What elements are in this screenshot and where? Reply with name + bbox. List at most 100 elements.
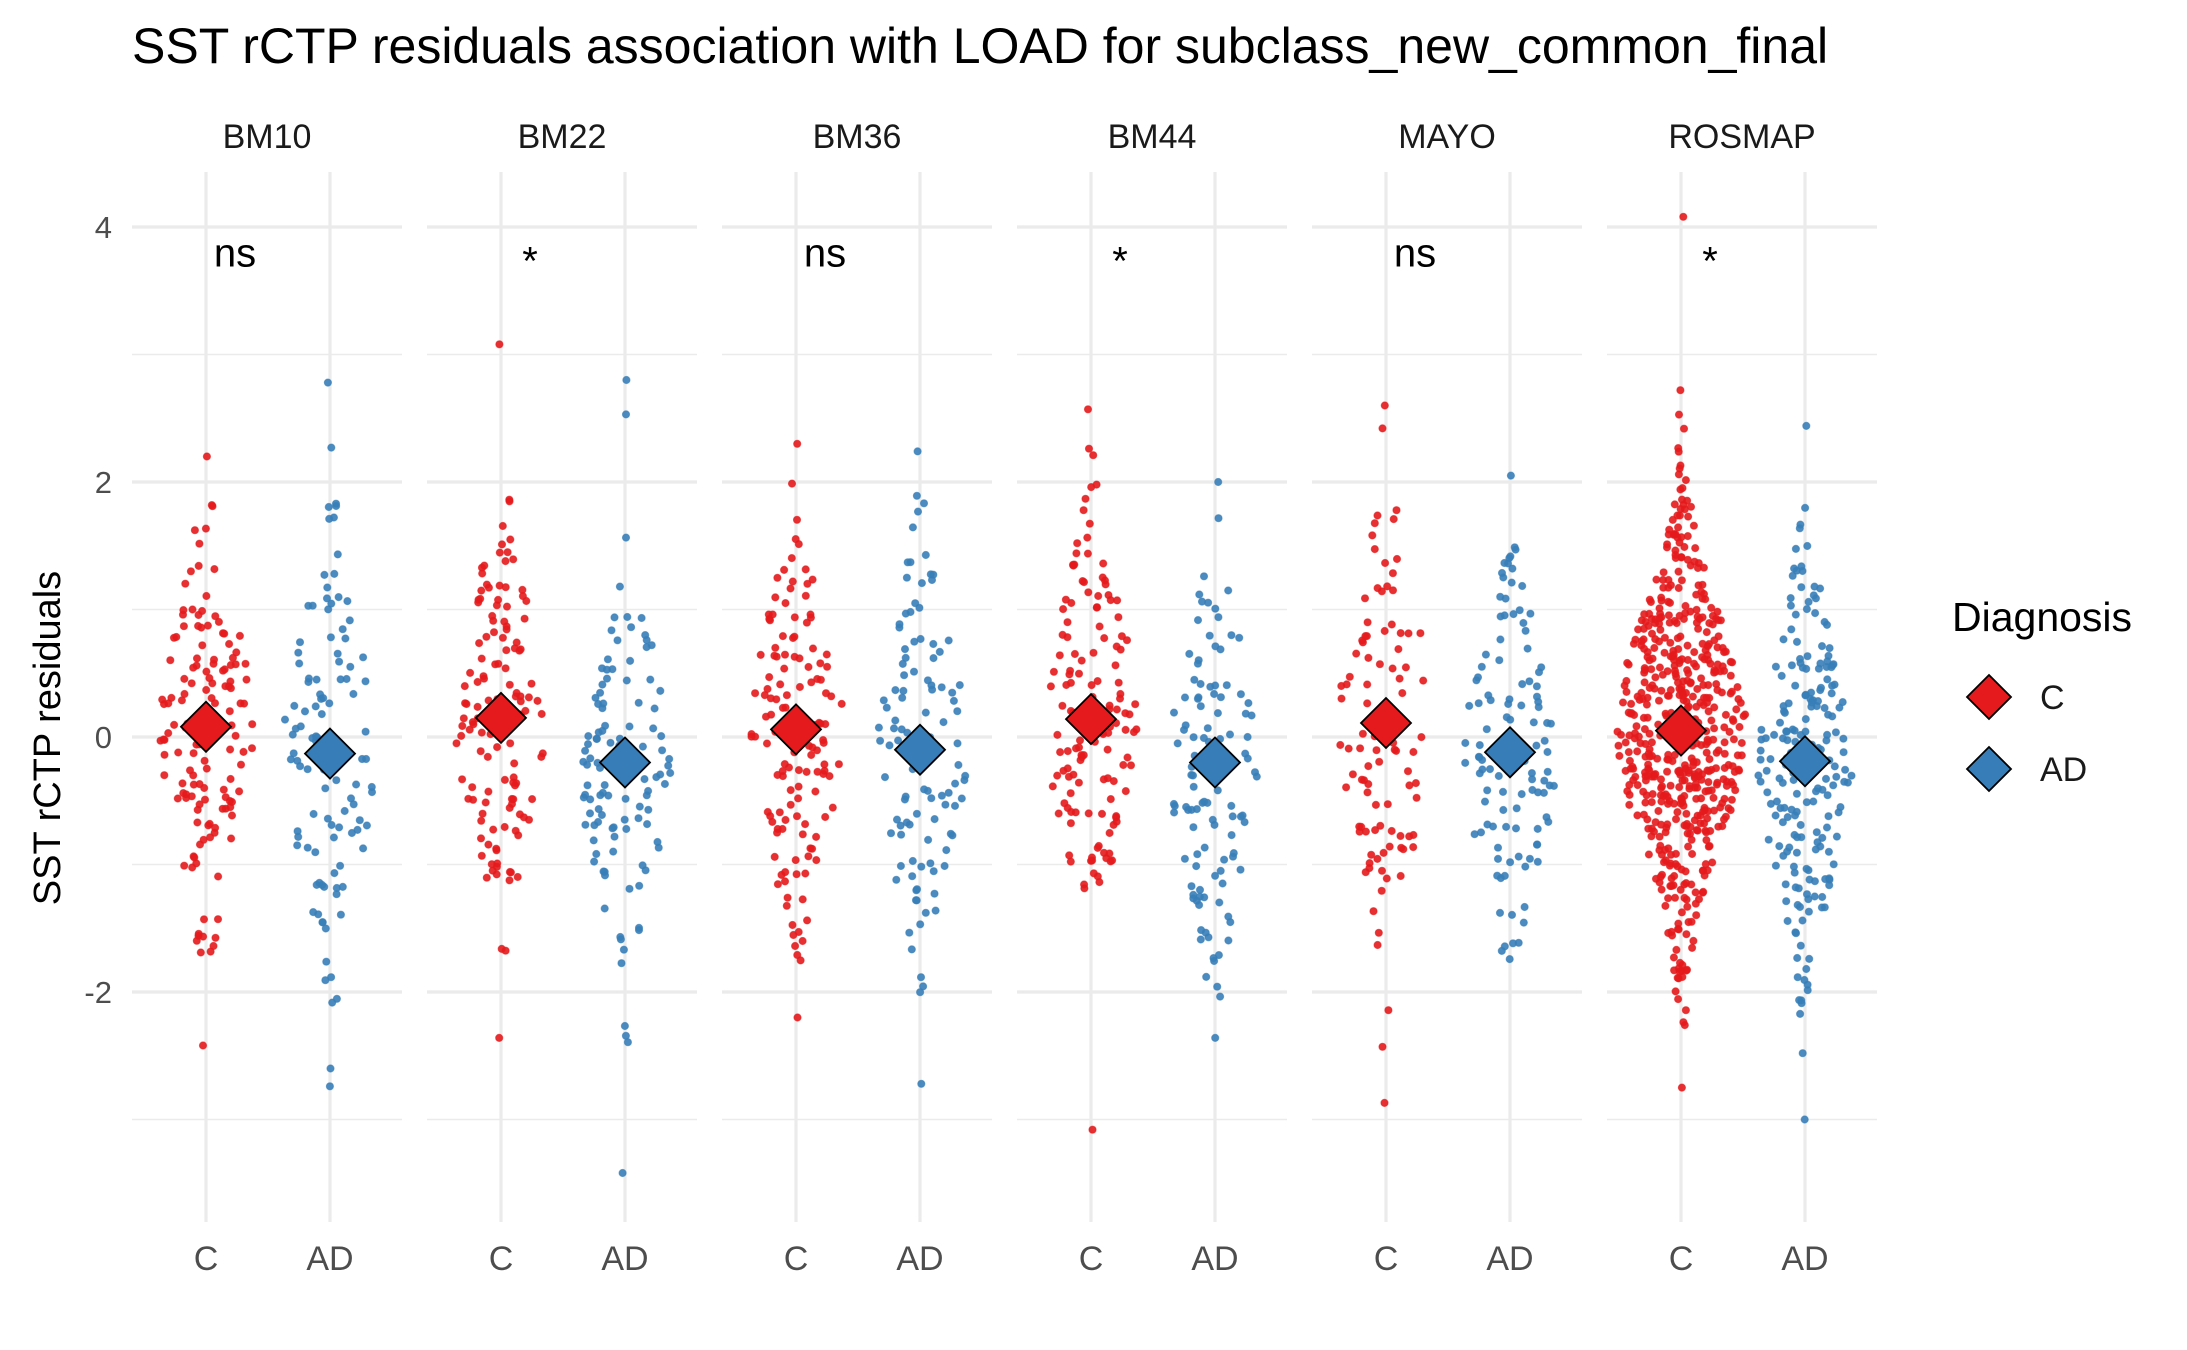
data-point (1543, 747, 1552, 757)
data-point (1779, 635, 1788, 644)
data-point (1640, 725, 1650, 734)
data-point (1077, 752, 1087, 762)
data-point (1626, 764, 1635, 773)
y-tick-label: -2 (84, 975, 112, 1010)
mean-marker-ad (1483, 726, 1537, 779)
data-point (1720, 794, 1729, 804)
data-point (1370, 545, 1379, 554)
data-point (1840, 777, 1849, 786)
data-point (309, 908, 318, 917)
data-point (955, 681, 964, 690)
data-point (1363, 788, 1372, 797)
data-point (478, 569, 487, 578)
data-point (898, 693, 907, 702)
data-point (613, 636, 622, 645)
data-point (911, 896, 921, 905)
data-point (1505, 955, 1514, 964)
data-point (1677, 1083, 1687, 1092)
data-point (1828, 681, 1837, 690)
data-point (1800, 1115, 1809, 1124)
data-point (1820, 703, 1829, 713)
data-point (1192, 805, 1202, 814)
data-point (646, 675, 655, 684)
data-point (1058, 630, 1067, 640)
data-point (1811, 609, 1820, 618)
data-point (1356, 744, 1365, 753)
data-point (1822, 823, 1832, 832)
data-point (1063, 618, 1072, 627)
data-point (1495, 908, 1505, 918)
data-point (1709, 806, 1719, 815)
data-point (1202, 972, 1211, 982)
data-point (635, 802, 644, 811)
data-point (1713, 643, 1722, 652)
data-point (225, 639, 234, 649)
data-point (1625, 790, 1634, 800)
data-point (1693, 811, 1702, 820)
data-point (178, 610, 188, 619)
data-point (1080, 884, 1089, 893)
data-point (1508, 564, 1517, 573)
data-point (801, 869, 810, 878)
data-point (1694, 581, 1703, 590)
data-point (1122, 636, 1132, 645)
data-point (1817, 642, 1827, 651)
data-point (600, 871, 610, 880)
data-point (1387, 620, 1396, 629)
data-point (510, 759, 519, 768)
data-point (1792, 848, 1802, 857)
data-point (1193, 616, 1203, 625)
x-tick-label: AD (896, 1240, 943, 1278)
data-point (929, 867, 938, 876)
data-point (777, 870, 786, 880)
significance-label: ns (214, 232, 256, 276)
data-point (1517, 790, 1526, 799)
data-point (1514, 852, 1523, 861)
data-point (601, 721, 610, 730)
data-point (1071, 808, 1080, 817)
data-point (1097, 809, 1107, 819)
data-point (1702, 748, 1711, 757)
data-point (650, 704, 659, 713)
data-point (1699, 887, 1708, 897)
data-point (790, 613, 799, 622)
data-point (1816, 686, 1825, 695)
data-point (781, 703, 790, 712)
data-point (1692, 794, 1701, 803)
data-point (1692, 605, 1701, 614)
points-c (1336, 401, 1428, 1108)
data-point (1073, 539, 1082, 548)
data-point (1518, 581, 1527, 591)
data-point (1509, 610, 1518, 619)
data-point (327, 599, 336, 608)
data-point (1486, 696, 1495, 705)
data-point (1839, 748, 1848, 757)
data-point (592, 849, 601, 859)
data-point (1517, 701, 1526, 710)
data-point (336, 861, 345, 870)
data-point (1661, 828, 1670, 837)
data-point (315, 878, 324, 887)
data-point (937, 791, 947, 800)
data-point (930, 815, 939, 824)
data-point (1656, 775, 1666, 784)
data-point (1123, 753, 1132, 762)
data-point (821, 689, 831, 698)
data-point (771, 643, 780, 652)
data-point (476, 834, 486, 843)
data-point (1810, 582, 1819, 591)
data-point (1831, 728, 1841, 737)
data-point (657, 732, 666, 741)
data-point (347, 828, 356, 838)
data-point (1065, 670, 1074, 679)
data-point (1398, 689, 1407, 698)
data-point (1493, 843, 1503, 852)
data-point (823, 662, 832, 671)
significance-label: ns (1394, 232, 1436, 276)
data-point (1368, 531, 1377, 540)
data-point (1518, 680, 1527, 689)
data-point (602, 674, 612, 683)
data-point (1623, 658, 1632, 668)
data-point (583, 740, 593, 749)
data-point (1811, 845, 1820, 854)
